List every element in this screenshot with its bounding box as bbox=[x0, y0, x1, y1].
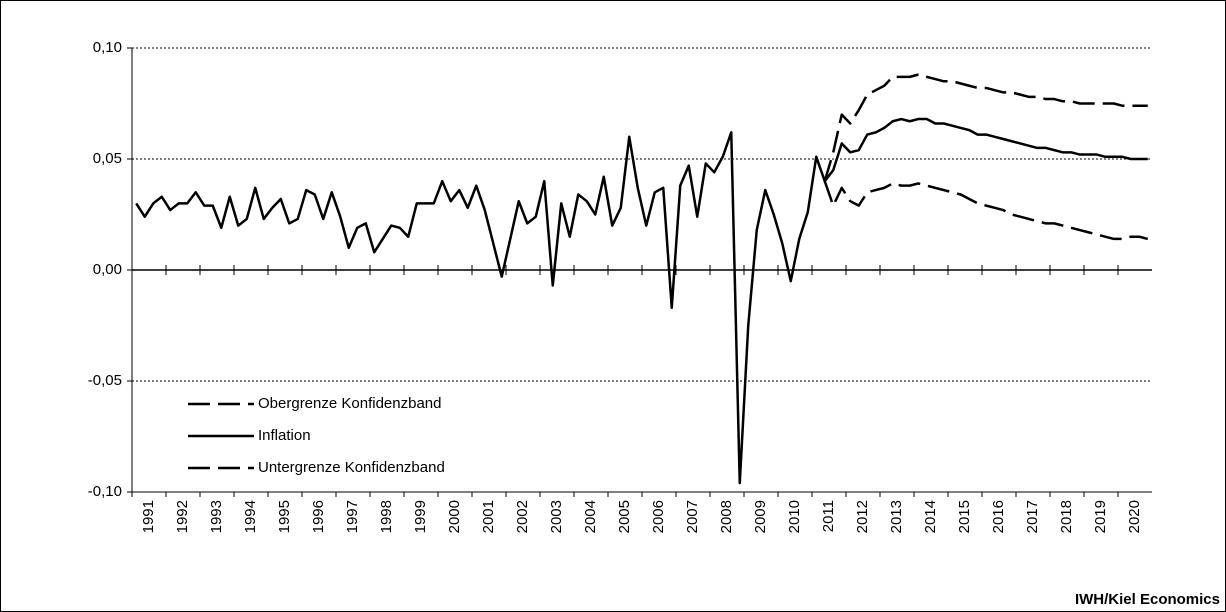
x-tick-label: 1992 bbox=[174, 500, 191, 533]
x-tick-label: 2020 bbox=[1126, 500, 1143, 533]
legend-label: Inflation bbox=[258, 427, 311, 444]
x-tick-label: 2019 bbox=[1092, 500, 1109, 533]
series-line bbox=[823, 180, 1149, 241]
source: IWH/Kiel Economics bbox=[1075, 591, 1220, 608]
x-tick-label: 1999 bbox=[412, 500, 429, 533]
y-tick-label: 0,10 bbox=[93, 39, 122, 56]
x-tick-label: 1995 bbox=[276, 500, 293, 533]
x-tick-label: 2017 bbox=[1024, 500, 1041, 533]
series-line bbox=[823, 73, 1148, 182]
y-tick-label: 0,05 bbox=[93, 150, 122, 167]
x-tick-label: 2006 bbox=[650, 500, 667, 533]
x-tick-label: 2008 bbox=[718, 500, 735, 533]
x-tick-label: 2018 bbox=[1058, 500, 1075, 533]
x-tick-label: 2010 bbox=[786, 500, 803, 533]
legend-label: Obergrenze Konfidenzband bbox=[258, 395, 441, 412]
x-tick-label: 2005 bbox=[616, 500, 633, 533]
series-line bbox=[135, 117, 1148, 485]
x-tick-label: 1991 bbox=[140, 500, 157, 533]
x-tick-label: 1996 bbox=[310, 500, 327, 533]
x-tick-label: 2009 bbox=[752, 500, 769, 533]
y-tick-label: -0,10 bbox=[88, 483, 122, 500]
x-tick-label: 2013 bbox=[888, 500, 905, 533]
legend-label: Untergrenze Konfidenzband bbox=[258, 459, 445, 476]
x-tick-label: 2007 bbox=[684, 500, 701, 533]
y-tick-label: -0,05 bbox=[88, 372, 122, 389]
x-tick-label: 2000 bbox=[446, 500, 463, 533]
y-tick-label: 0,00 bbox=[93, 261, 122, 278]
x-tick-label: 1997 bbox=[344, 500, 361, 533]
x-tick-label: 2001 bbox=[480, 500, 497, 533]
x-tick-label: 1998 bbox=[378, 500, 395, 533]
x-tick-label: 1994 bbox=[242, 500, 259, 533]
x-tick-label: 2004 bbox=[582, 500, 599, 533]
x-tick-label: 2015 bbox=[956, 500, 973, 533]
x-tick-label: 2011 bbox=[820, 500, 837, 532]
x-tick-label: 2012 bbox=[854, 500, 871, 533]
x-tick-label: 2014 bbox=[922, 500, 939, 533]
x-tick-label: 2016 bbox=[990, 500, 1007, 533]
x-tick-label: 2003 bbox=[548, 500, 565, 533]
x-tick-label: 2002 bbox=[514, 500, 531, 533]
x-tick-label: 1993 bbox=[208, 500, 225, 533]
